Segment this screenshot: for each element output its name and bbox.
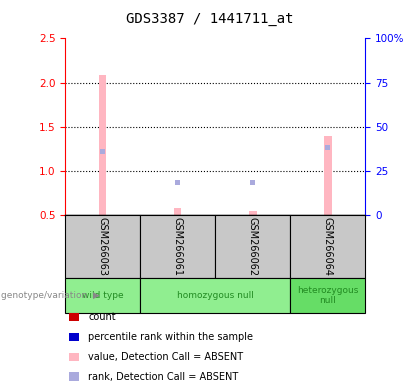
Bar <box>174 207 181 215</box>
Text: genotype/variation  ▶: genotype/variation ▶ <box>1 291 100 300</box>
Text: value, Detection Call = ABSENT: value, Detection Call = ABSENT <box>88 352 243 362</box>
Bar <box>250 180 255 185</box>
Text: rank, Detection Call = ABSENT: rank, Detection Call = ABSENT <box>88 372 239 382</box>
Bar <box>175 180 180 185</box>
Bar <box>325 145 331 150</box>
Text: GSM266061: GSM266061 <box>173 217 183 276</box>
Text: GSM266063: GSM266063 <box>97 217 108 276</box>
Text: heterozygous
null: heterozygous null <box>297 286 359 305</box>
Bar <box>100 149 105 154</box>
Text: homozygous null: homozygous null <box>177 291 254 300</box>
Bar <box>249 211 257 215</box>
Bar <box>324 136 332 215</box>
Text: GSM266064: GSM266064 <box>323 217 333 276</box>
Text: GDS3387 / 1441711_at: GDS3387 / 1441711_at <box>126 12 294 25</box>
Text: GSM266062: GSM266062 <box>248 217 258 276</box>
Text: percentile rank within the sample: percentile rank within the sample <box>88 332 253 342</box>
Bar <box>99 74 106 215</box>
Text: count: count <box>88 312 116 322</box>
Text: wild type: wild type <box>82 291 123 300</box>
